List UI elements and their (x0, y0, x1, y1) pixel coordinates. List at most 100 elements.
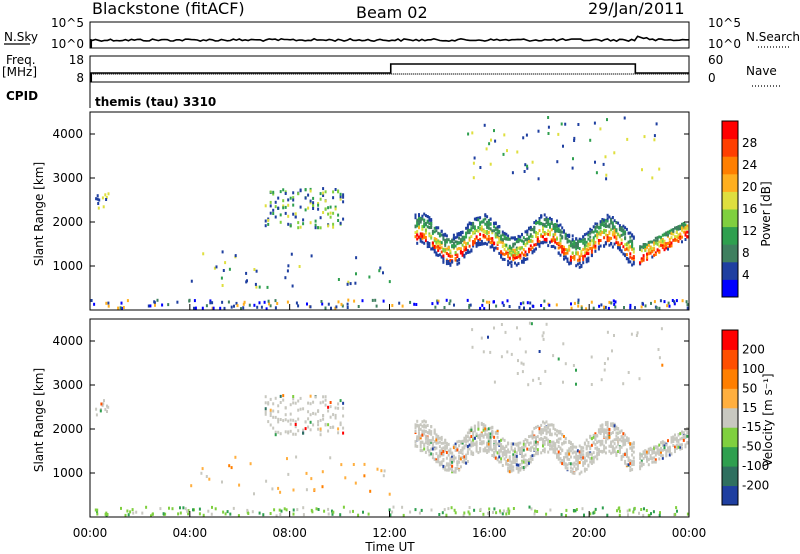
data-cell (613, 438, 616, 442)
data-cell (493, 443, 496, 447)
data-cell (500, 438, 503, 442)
data-cell (653, 300, 656, 304)
data-cell (472, 244, 475, 248)
data-cell (583, 469, 586, 473)
data-cell (489, 432, 492, 436)
data-cell (627, 242, 630, 246)
data-cell (660, 441, 662, 445)
data-cell (631, 446, 634, 450)
data-cell (620, 439, 623, 443)
data-cell (606, 431, 609, 435)
data-cell (559, 242, 562, 246)
data-cell (414, 443, 417, 447)
data-cell (615, 438, 618, 441)
data-cell (493, 380, 496, 384)
data-cell (382, 299, 385, 303)
data-cell (423, 432, 426, 436)
data-cell (562, 342, 565, 346)
data-cell (473, 229, 476, 233)
data-cell (528, 435, 530, 439)
data-cell (470, 444, 473, 448)
data-cell (495, 511, 498, 515)
data-cell (454, 448, 457, 452)
data-cell (529, 457, 532, 461)
data-cell (424, 236, 427, 239)
data-cell (566, 251, 569, 255)
data-cell (482, 242, 485, 246)
data-cell (442, 453, 445, 457)
data-cell (661, 443, 664, 447)
data-cell (545, 216, 548, 220)
data-cell (514, 249, 516, 253)
data-cell (583, 240, 586, 244)
data-cell (554, 451, 557, 455)
data-cell (582, 261, 585, 265)
data-cell (382, 271, 384, 275)
data-cell (545, 322, 548, 326)
data-cell (286, 457, 288, 461)
data-cell (536, 442, 539, 446)
data-cell (309, 420, 312, 424)
data-cell (514, 453, 516, 457)
data-cell (445, 462, 448, 466)
data-cell (498, 451, 501, 455)
data-cell (274, 299, 277, 303)
data-cell (545, 232, 548, 236)
data-cell (317, 202, 320, 205)
data-cell (571, 462, 574, 466)
data-cell (459, 247, 462, 251)
data-cell (331, 509, 333, 513)
colorbar-swatch (722, 368, 738, 389)
data-cell (95, 197, 98, 201)
data-cell (654, 460, 657, 464)
data-cell (493, 225, 496, 229)
data-cell (674, 512, 677, 516)
data-cell (502, 303, 505, 307)
data-cell (489, 441, 492, 445)
data-cell (438, 463, 441, 467)
data-cell (576, 464, 579, 467)
data-cell (573, 445, 576, 449)
data-cell (538, 217, 541, 220)
data-cell (531, 436, 534, 440)
data-cell (449, 467, 452, 471)
data-cell (522, 253, 525, 257)
data-cell (428, 431, 431, 435)
data-cell (486, 451, 489, 454)
data-cell (265, 479, 268, 483)
data-cell (557, 455, 560, 458)
data-cell (260, 305, 263, 309)
data-cell (568, 449, 571, 453)
data-cell (445, 238, 448, 242)
data-cell (682, 436, 685, 440)
data-cell (246, 510, 249, 514)
data-cell (482, 218, 485, 222)
data-cell (577, 304, 580, 308)
data-cell (620, 435, 623, 439)
data-cell (682, 222, 685, 225)
data-cell (243, 300, 246, 304)
data-cell (557, 251, 560, 255)
data-cell (486, 441, 489, 445)
data-cell (431, 244, 434, 248)
data-cell (528, 240, 530, 243)
data-cell (414, 224, 417, 228)
data-cell (503, 243, 506, 247)
data-cell (524, 230, 527, 234)
data-cell (269, 200, 272, 204)
data-cell (489, 237, 492, 241)
data-cell (466, 450, 469, 454)
data-cell (438, 253, 441, 257)
data-cell (585, 260, 588, 264)
colorbar-swatch (722, 173, 738, 192)
data-cell (332, 222, 335, 226)
data-cell (414, 213, 417, 217)
data-cell (550, 445, 553, 449)
data-cell (629, 446, 632, 450)
data-cell (472, 231, 475, 235)
data-cell (589, 447, 592, 451)
data-cell (585, 232, 588, 236)
data-cell (517, 467, 520, 471)
data-cell (601, 439, 604, 443)
data-cell (438, 232, 441, 236)
